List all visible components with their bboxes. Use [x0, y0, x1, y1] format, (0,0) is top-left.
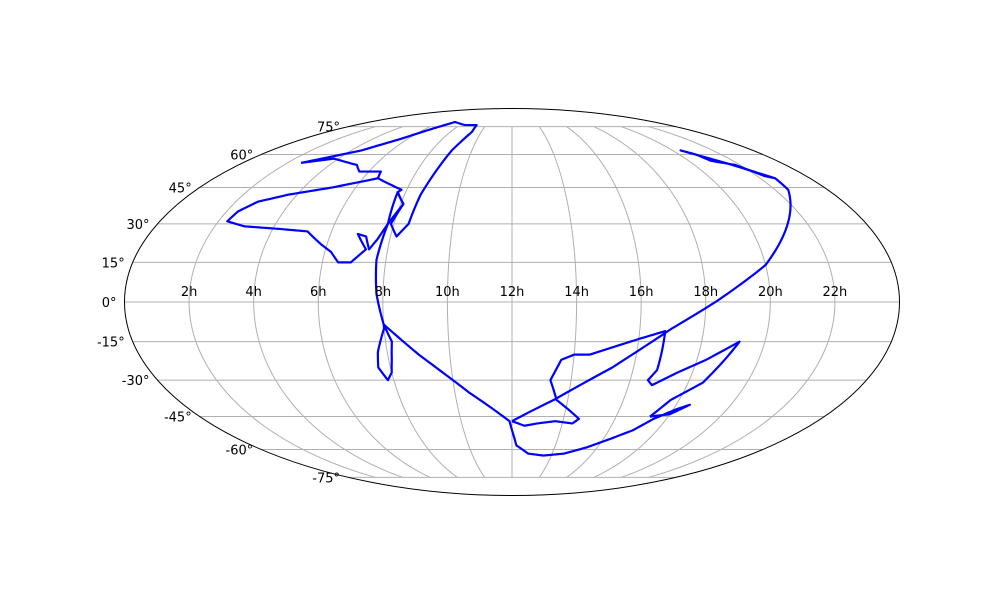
dec-tick-label: 60°	[230, 148, 253, 163]
ra-tick-label: 18h	[693, 285, 718, 300]
dec-tick-label: 45°	[169, 181, 192, 196]
footprint-outline-5	[511, 330, 741, 427]
ra-tick-label: 6h	[310, 285, 327, 300]
dec-tick-label: 30°	[126, 218, 149, 233]
map-boundary	[124, 108, 900, 496]
footprint-outline-4	[382, 323, 691, 457]
footprint-outline-6	[511, 149, 792, 423]
ra-tick-label: 12h	[500, 285, 525, 300]
ra-tick-label: 4h	[245, 285, 262, 300]
dec-tick-label: -60°	[226, 444, 254, 459]
dec-tick-label: -15°	[97, 336, 125, 351]
dec-tick-label: 75°	[317, 121, 340, 136]
ra-tick-label: 16h	[629, 285, 654, 300]
dec-tick-label: -75°	[312, 471, 340, 486]
dec-tick-label: -45°	[164, 411, 192, 426]
ra-tick-label: 10h	[435, 285, 460, 300]
ra-tick-labels: 2h 4h 6h 8h 10h 12h 14h 16h 18h 20h 22h	[181, 285, 847, 300]
ra-tick-label: 20h	[758, 285, 783, 300]
ra-tick-label: 8h	[375, 285, 392, 300]
dec-tick-labels: 75° 60° 45° 30° 15° 0° -15° -30° -45° -60° -75°	[97, 121, 340, 487]
map-frame	[124, 108, 900, 496]
footprint-outline-2	[226, 177, 405, 264]
dec-tick-label: 15°	[102, 256, 125, 271]
dec-tick-label: 0°	[102, 296, 117, 311]
footprint-outline-1	[300, 120, 478, 238]
ra-tick-label: 2h	[181, 285, 198, 300]
footprint-outlines	[226, 120, 792, 457]
grid-lines	[124, 126, 900, 478]
ra-tick-label: 22h	[823, 285, 848, 300]
dec-tick-label: -30°	[122, 374, 150, 389]
footprint-outline-3	[374, 191, 399, 382]
ra-tick-label: 14h	[564, 285, 589, 300]
